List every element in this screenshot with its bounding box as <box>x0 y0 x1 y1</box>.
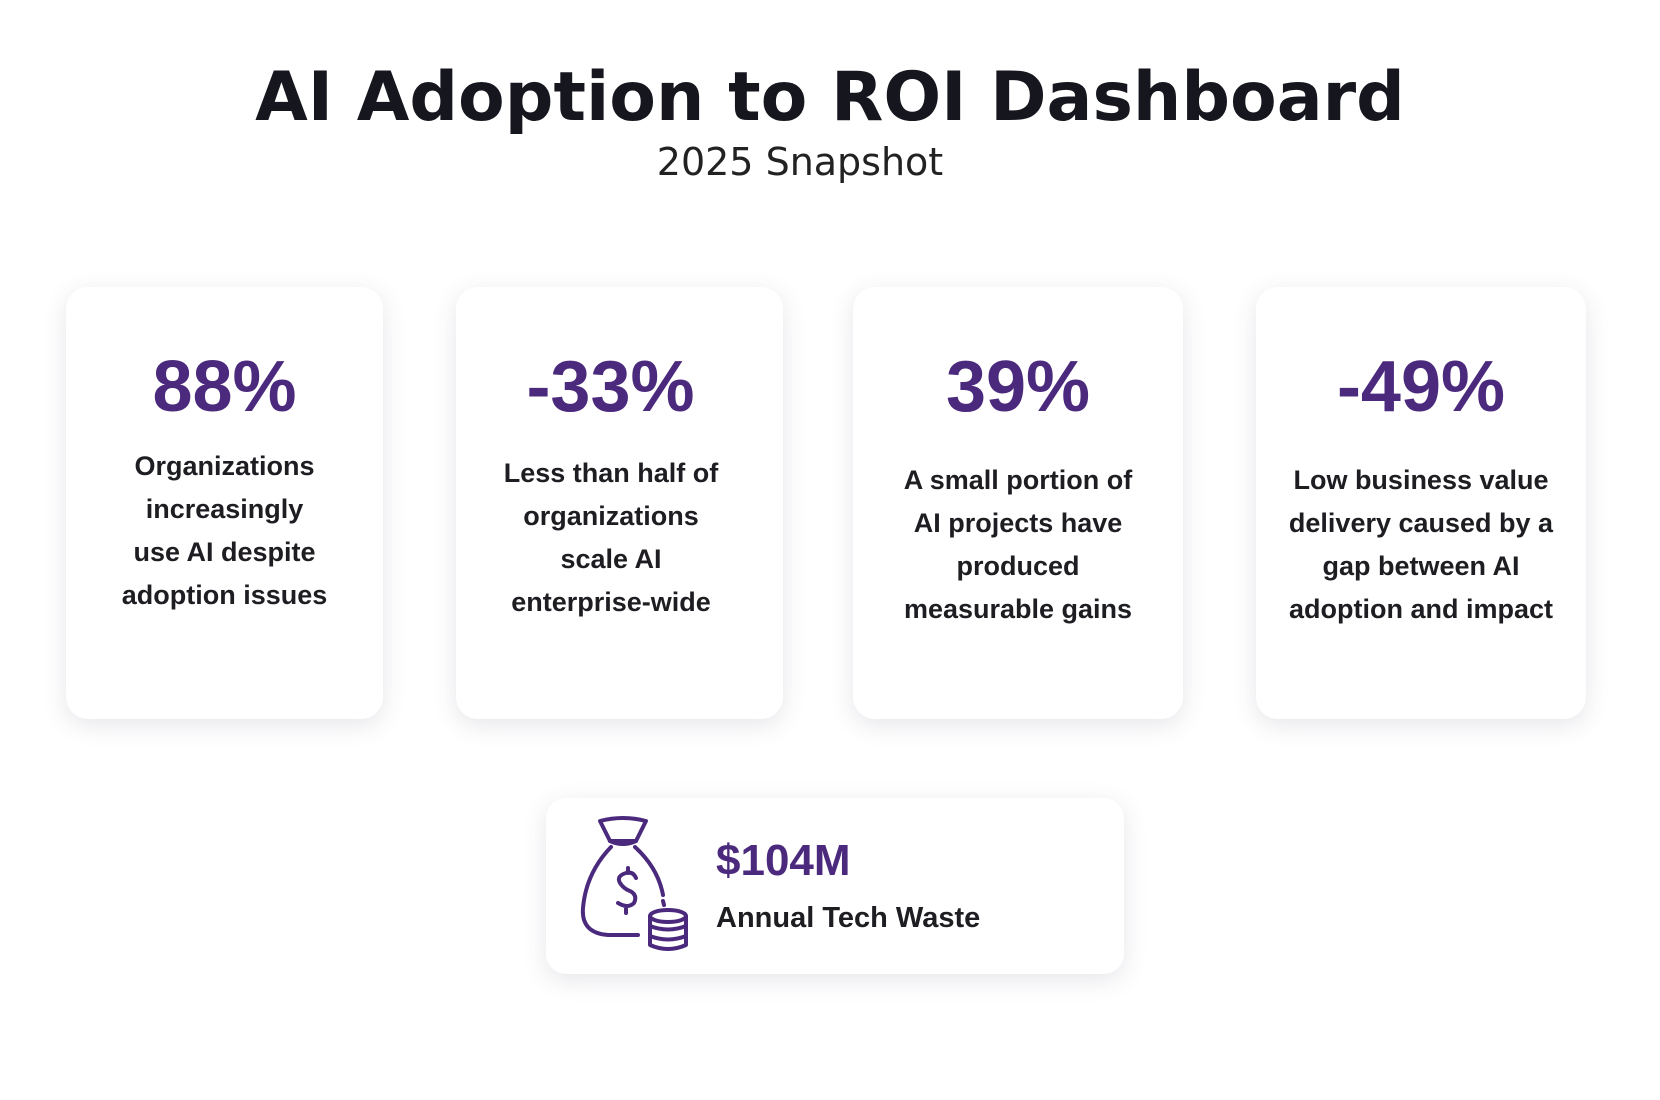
stat-card: -49% Low business value delivery caused … <box>1256 287 1586 719</box>
stat-description: Low business value delivery caused by a … <box>1288 465 1554 624</box>
money-bag-coins-icon <box>580 816 688 951</box>
stat-description: Organizations increasingly use AI despit… <box>121 451 328 610</box>
stat-description: A small portion of AI projects have prod… <box>903 465 1133 624</box>
stat-card: -33% Less than half of organizations sca… <box>456 287 783 719</box>
tech-waste-card: $104M Annual Tech Waste <box>546 798 1124 974</box>
stat-value: -33% <box>526 347 695 427</box>
page-title: AI Adoption to ROI Dashboard <box>255 58 1405 137</box>
page-subtitle: 2025 Snapshot <box>656 140 944 184</box>
tech-waste-value: $104M <box>716 836 851 885</box>
stat-card: 88% Organizations increasingly use AI de… <box>66 287 383 719</box>
stat-value: -49% <box>1336 347 1506 427</box>
tech-waste-label: Annual Tech Waste <box>716 902 981 934</box>
stat-card: 39% A small portion of AI projects have … <box>853 287 1183 719</box>
stat-value: 39% <box>945 347 1091 427</box>
stat-value: 88% <box>152 347 297 427</box>
stat-description: Less than half of organizations scale AI… <box>503 458 719 617</box>
